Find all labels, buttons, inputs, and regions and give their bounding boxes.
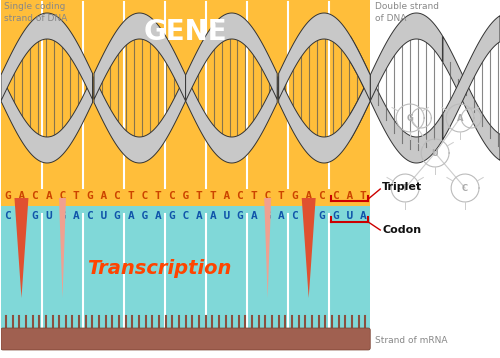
Text: Double strand
of DNA: Double strand of DNA	[375, 2, 439, 23]
Text: G A C: G A C	[4, 191, 38, 201]
Text: Strand of mRNA: Strand of mRNA	[375, 336, 448, 345]
Text: U: U	[432, 149, 438, 158]
Text: C U G: C U G	[4, 211, 38, 221]
Text: A G A: A G A	[251, 211, 284, 221]
Text: G C A: G C A	[168, 211, 202, 221]
Polygon shape	[1, 75, 92, 163]
Polygon shape	[186, 75, 277, 163]
Text: T C T: T C T	[128, 191, 162, 201]
Text: G A C: G A C	[292, 191, 326, 201]
Text: T A C: T A C	[210, 191, 244, 201]
Text: Single coding
strand of DNA: Single coding strand of DNA	[4, 2, 67, 23]
Text: Triplet: Triplet	[382, 182, 422, 192]
Bar	[1, 0, 370, 206]
Polygon shape	[350, 13, 442, 140]
Polygon shape	[186, 13, 277, 101]
Polygon shape	[59, 198, 66, 298]
Text: C G T: C G T	[168, 191, 202, 201]
Text: G: G	[406, 113, 414, 122]
Bar	[1, 206, 370, 350]
Text: T: T	[402, 184, 408, 193]
Polygon shape	[94, 13, 186, 101]
Polygon shape	[302, 198, 316, 298]
Polygon shape	[443, 37, 500, 160]
Polygon shape	[94, 75, 186, 163]
Polygon shape	[278, 75, 370, 163]
FancyBboxPatch shape	[1, 328, 370, 350]
Text: GENE: GENE	[144, 18, 228, 46]
Text: C: C	[462, 184, 468, 193]
Text: C U G: C U G	[86, 211, 120, 221]
Text: G U A: G U A	[333, 211, 366, 221]
Text: G A C: G A C	[86, 191, 120, 201]
Text: T C T: T C T	[251, 191, 284, 201]
Text: U G A: U G A	[46, 211, 80, 221]
Text: Transcription: Transcription	[88, 258, 232, 277]
Text: Codon: Codon	[382, 225, 422, 235]
Polygon shape	[14, 198, 28, 298]
Polygon shape	[350, 36, 442, 163]
Text: C A T: C A T	[333, 191, 366, 201]
Polygon shape	[264, 198, 271, 298]
Polygon shape	[1, 13, 92, 101]
Text: A C T: A C T	[46, 191, 80, 201]
Text: C U G: C U G	[292, 211, 326, 221]
Text: A U G: A U G	[210, 211, 244, 221]
Text: A G A: A G A	[128, 211, 162, 221]
Polygon shape	[278, 13, 370, 101]
Polygon shape	[443, 16, 500, 139]
Text: A: A	[457, 113, 464, 122]
